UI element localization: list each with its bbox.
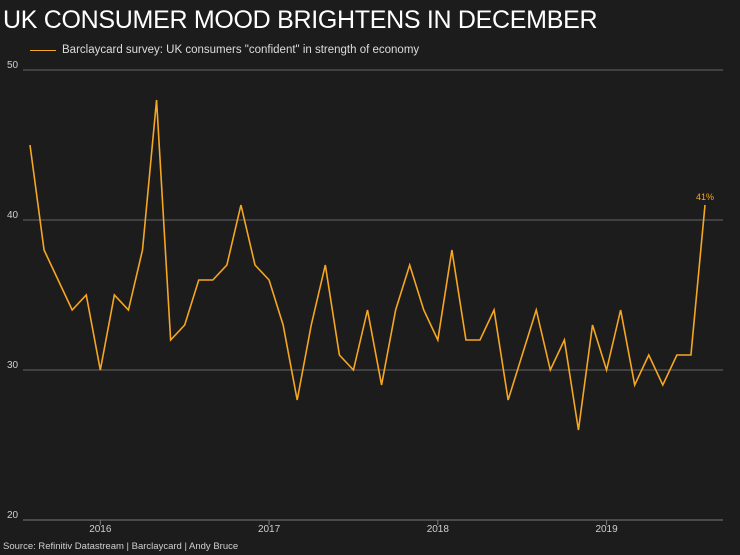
x-tick-label: 2017: [258, 524, 281, 535]
y-tick-label: 20: [7, 510, 19, 521]
x-tick-label: 2018: [427, 524, 450, 535]
legend-label: Barclaycard survey: UK consumers "confid…: [62, 44, 420, 56]
annotation-label: 41%: [696, 192, 714, 202]
legend: Barclaycard survey: UK consumers "confid…: [30, 44, 419, 56]
series-line: [29, 99, 706, 431]
x-tick-label: 2016: [89, 524, 112, 535]
legend-swatch: [30, 49, 56, 51]
x-tick-label: 2019: [595, 524, 618, 535]
y-tick-label: 50: [7, 60, 19, 71]
chart-title: UK CONSUMER MOOD BRIGHTENS IN DECEMBER: [3, 6, 598, 34]
source-note: Source: Refinitiv Datastream | Barclayca…: [3, 541, 239, 552]
y-tick-label: 30: [7, 360, 19, 371]
y-tick-label: 40: [7, 210, 19, 221]
